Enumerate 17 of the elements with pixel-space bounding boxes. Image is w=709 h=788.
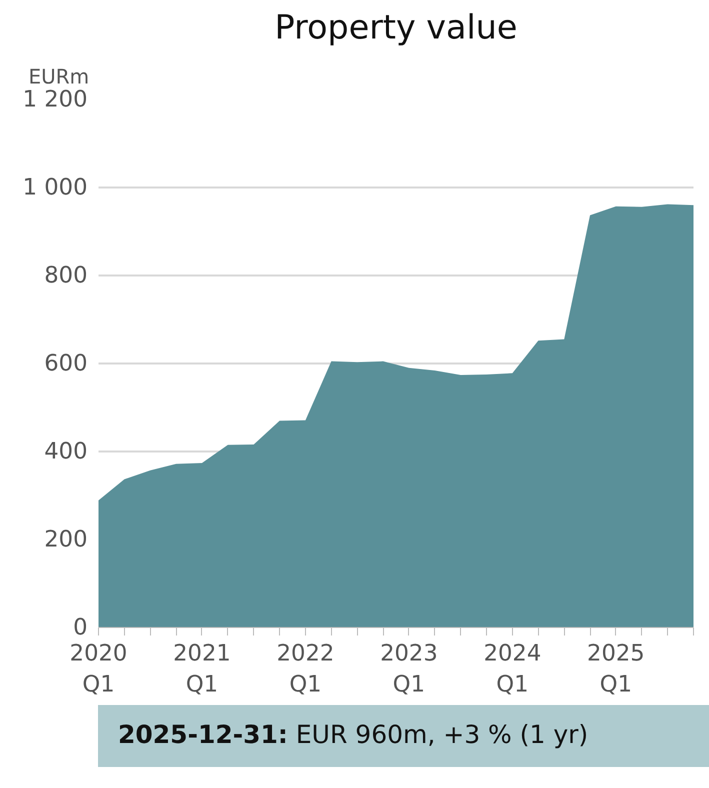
y-tick-label: 800 <box>44 262 88 288</box>
y-tick-label: 400 <box>44 438 88 464</box>
chart-title: Property value <box>274 8 518 46</box>
y-tick-label: 600 <box>44 350 88 376</box>
x-tick-label: 2020 Q1 <box>70 640 128 698</box>
text: EUR 960m, +3 % (1 yr) <box>296 720 588 749</box>
x-tick-label: 2022 Q1 <box>276 640 334 698</box>
y-tick-label: 1 000 <box>22 174 88 200</box>
y-axis-title: EURm <box>28 64 90 88</box>
x-tick-label: 2023 Q1 <box>380 640 438 698</box>
x-tick-label: 2025 Q1 <box>587 640 645 698</box>
y-tick-label: 200 <box>44 526 88 552</box>
x-tick-label: 2024 Q1 <box>484 640 542 698</box>
y-tick-label: 1 200 <box>22 86 88 112</box>
x-tick-label: 2021 Q1 <box>173 640 231 698</box>
text: 2025-12-31: <box>118 720 288 749</box>
y-tick-label: 0 <box>73 614 88 640</box>
